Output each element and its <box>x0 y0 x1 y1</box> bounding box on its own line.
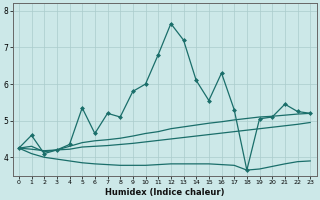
X-axis label: Humidex (Indice chaleur): Humidex (Indice chaleur) <box>105 188 224 197</box>
